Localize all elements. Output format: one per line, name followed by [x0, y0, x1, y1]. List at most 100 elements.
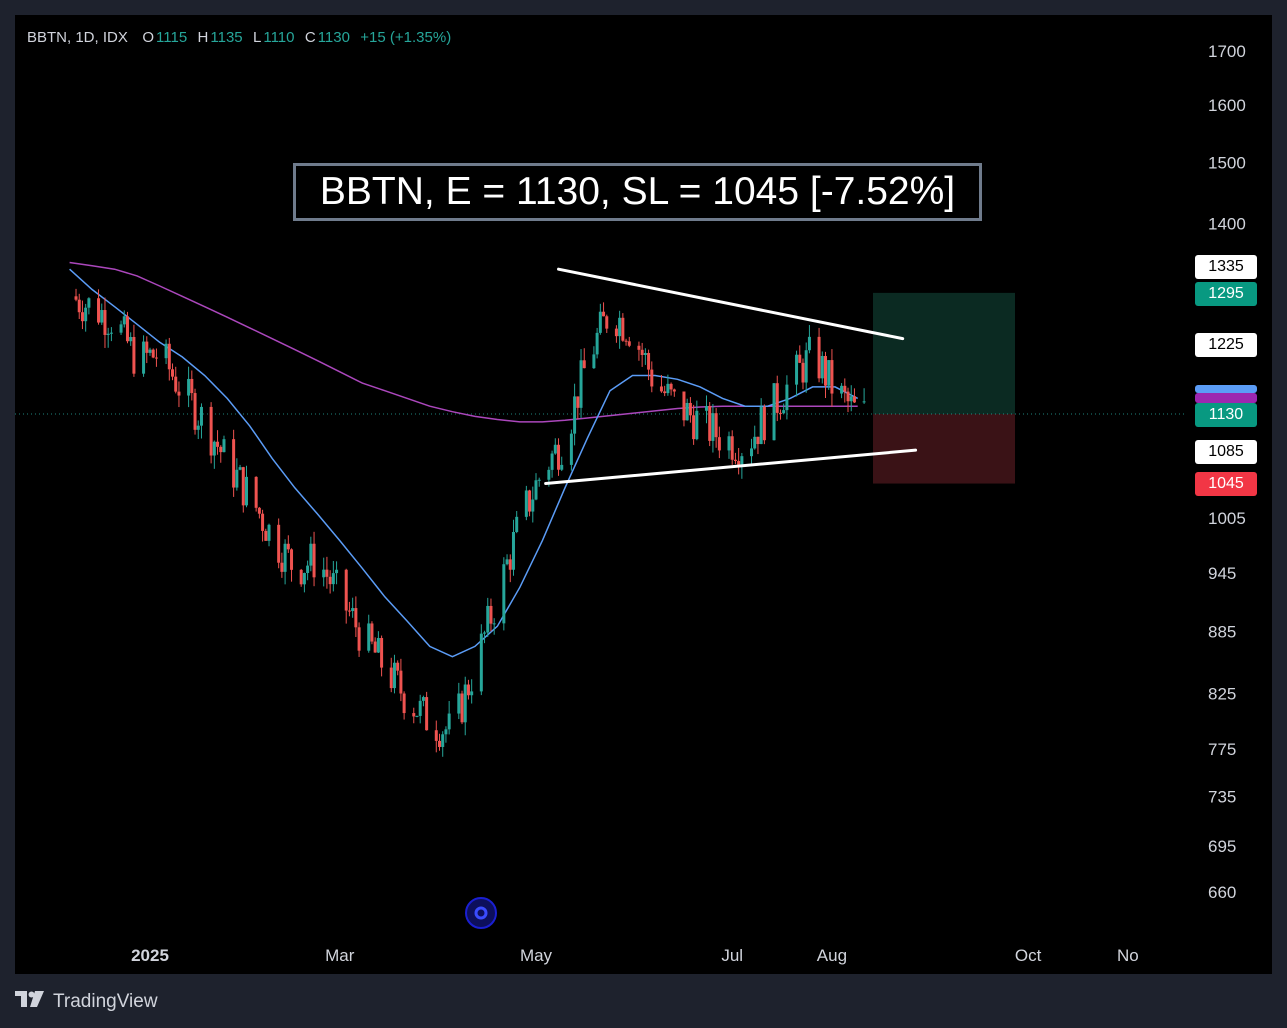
y-tick-label: 885 — [1208, 622, 1236, 641]
legend-open: 1115 — [156, 29, 188, 46]
candle-body — [843, 385, 847, 392]
chart-frame[interactable]: 1700 1600 1500 1400 1005 945 885 825 775 735 695 66… — [15, 15, 1272, 974]
candle-body — [852, 396, 856, 403]
candle-body — [261, 513, 265, 531]
candle-body — [77, 299, 81, 313]
candle-body — [399, 670, 403, 694]
brand-name: TradingView — [53, 991, 158, 1012]
candle-body — [849, 396, 853, 402]
candle-body — [402, 693, 406, 714]
candle-body — [154, 357, 158, 359]
candle-body — [537, 479, 541, 481]
legend-low-label: L — [253, 29, 262, 46]
legend-close-label: C — [304, 29, 316, 46]
price-chart[interactable]: 1700 1600 1500 1400 1005 945 885 825 775 735 695 66… — [15, 15, 1272, 974]
tradingview-branding[interactable]: TradingView — [15, 988, 158, 1016]
x-tick-label: No — [1117, 946, 1139, 965]
candle-body — [418, 700, 422, 716]
candle-body — [759, 406, 763, 445]
candle-body — [97, 298, 101, 323]
candle-body — [463, 684, 467, 723]
trendline-upper[interactable] — [557, 267, 905, 341]
candle-body — [142, 341, 146, 374]
profit-zone[interactable] — [873, 292, 1015, 415]
ohlc-legend: BBTN, 1D, IDX O 1115 H 1135 L 1110 C 1130 +1… — [27, 29, 453, 46]
candle-body — [267, 524, 271, 541]
candle-body — [87, 298, 91, 308]
candle-body — [582, 360, 586, 369]
candle-body — [164, 343, 168, 359]
candle-body — [199, 406, 203, 426]
event-marker-dot — [474, 906, 488, 920]
loss-zone[interactable] — [873, 414, 1015, 484]
price-tag-ma-slow — [1195, 393, 1257, 403]
candle-body — [704, 406, 708, 411]
candle-body — [750, 448, 754, 457]
candle-body — [125, 316, 129, 342]
candle-body — [688, 402, 692, 416]
candle-body — [804, 350, 808, 383]
candle-body — [762, 406, 766, 441]
candle-body — [621, 317, 625, 341]
ma-fast-line[interactable] — [69, 268, 859, 658]
candle-body — [264, 530, 268, 541]
candle-body — [441, 734, 445, 747]
candle-body — [486, 605, 490, 633]
candle-body — [492, 623, 496, 625]
candle-body — [299, 569, 303, 585]
legend-close: 1130 — [317, 29, 350, 46]
y-tick-label: 1600 — [1208, 96, 1246, 115]
candle-body — [560, 464, 564, 470]
candle-body — [438, 740, 441, 747]
candle-body — [727, 436, 731, 451]
ma-slow-line[interactable] — [69, 261, 858, 423]
trade-annotation[interactable]: BBTN, E = 1130, SL = 1045 [-7.52%] — [293, 163, 982, 221]
candle-body — [820, 356, 824, 379]
candle-body — [216, 441, 220, 447]
candle-body — [711, 413, 715, 441]
candle-body — [241, 467, 245, 506]
candle-body — [325, 569, 329, 577]
candle-body — [827, 360, 831, 386]
candle-body — [357, 627, 361, 651]
candle-body — [528, 490, 532, 512]
candle-body — [380, 638, 384, 668]
x-tick-label: May — [520, 946, 553, 965]
candle-body — [669, 383, 673, 390]
candle-body — [592, 354, 596, 369]
legend-high: 1135 — [210, 29, 243, 46]
candle-body — [457, 693, 461, 714]
candle-body — [717, 437, 721, 451]
legend-change: +15 (+1.35%) — [360, 29, 452, 46]
candle-body — [254, 476, 258, 508]
price-tag-1335: 1335 — [1195, 255, 1257, 279]
candle-body — [415, 715, 419, 717]
candle-body — [209, 406, 213, 456]
event-marker-icon[interactable] — [465, 897, 497, 929]
candle-body — [695, 410, 699, 440]
candle-body — [103, 310, 107, 335]
candle-body — [351, 608, 355, 612]
candle-body — [479, 633, 483, 692]
y-tick-label: 1500 — [1208, 153, 1246, 172]
candle-body — [354, 608, 358, 628]
candle-body — [84, 307, 88, 322]
candle-body — [277, 524, 281, 563]
candle-body — [502, 564, 506, 624]
candle-body — [840, 385, 844, 394]
candle-body — [557, 444, 561, 470]
candle-body — [569, 433, 573, 465]
candle-body — [376, 638, 380, 653]
candle-body — [132, 336, 136, 374]
candle-body — [344, 569, 348, 611]
candle-body — [312, 543, 316, 578]
y-tick-label: 735 — [1208, 787, 1236, 806]
candle-body — [145, 341, 149, 353]
candle-body — [685, 402, 689, 421]
candle-body — [550, 453, 554, 470]
price-tag-ma-fast — [1195, 385, 1257, 393]
candle-body — [614, 328, 618, 337]
trendline-lower[interactable] — [544, 448, 918, 486]
candle-body — [798, 354, 802, 363]
candle-body — [511, 532, 515, 570]
